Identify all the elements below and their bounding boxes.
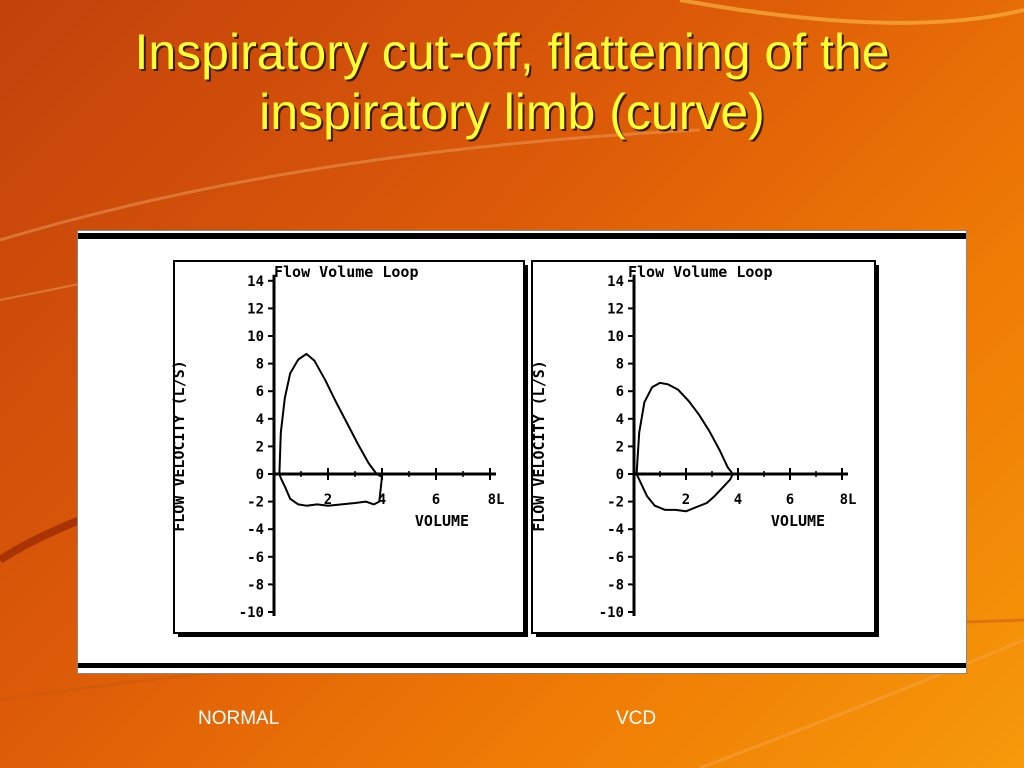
y-tick-label: 8 xyxy=(616,357,624,373)
flow-volume-loops-image: Flow Volume Loop 14 12 10 8 6 4 2 0 -2 -4 -6 -8 -10 2 4… xyxy=(77,230,967,674)
y-tick-label: -10 xyxy=(599,605,624,621)
y-tick-label: 14 xyxy=(247,274,264,290)
y-tick-label: 0 xyxy=(616,467,624,483)
y-tick-label: 10 xyxy=(607,329,624,345)
x-axis-label: VOLUME xyxy=(415,512,469,530)
y-tick-label: 10 xyxy=(247,329,264,345)
slide-title: Inspiratory cut-off, flattening of the i… xyxy=(134,24,890,140)
x-axis-label: VOLUME xyxy=(771,512,825,530)
y-tick-label: -4 xyxy=(247,522,264,538)
image-top-bar xyxy=(78,233,966,239)
panel-frame xyxy=(531,260,876,634)
x-tick-label: 8L xyxy=(840,492,857,508)
y-tick-label: 4 xyxy=(616,412,624,428)
y-tick-label: -6 xyxy=(247,550,264,566)
y-axis-label: FLOW VELOCITY (L/S) xyxy=(170,360,188,532)
x-tick-label: 8L xyxy=(488,492,505,508)
caption-normal: NORMAL xyxy=(198,708,280,729)
y-tick-label: -2 xyxy=(607,495,624,511)
image-bottom-bar xyxy=(78,663,966,668)
y-tick-label: 2 xyxy=(256,439,264,455)
y-tick-label: 8 xyxy=(256,357,264,373)
flow-volume-loop-line xyxy=(278,352,383,507)
y-tick-label: -2 xyxy=(247,495,264,511)
y-tick-label: 12 xyxy=(247,301,264,317)
y-tick-label: -6 xyxy=(607,550,624,566)
y-tick-label: -8 xyxy=(607,577,624,593)
y-tick-label: 6 xyxy=(256,384,264,400)
x-tick-label: 4 xyxy=(378,492,386,508)
x-tick-label: 4 xyxy=(734,492,742,508)
chart-title: Flow Volume Loop xyxy=(628,263,773,281)
caption-vcd: VCD xyxy=(616,708,657,729)
chart-panel-1: Flow Volume Loop 14 12 10 8 6 4 2 0 -2 -4 -6 -8 -10 2 4… xyxy=(170,260,528,637)
chart-title: Flow Volume Loop xyxy=(274,263,419,281)
y-tick-label: -4 xyxy=(607,522,624,538)
y-axis-label: FLOW VELOCITY (L/S) xyxy=(530,360,548,532)
y-tick-label: 14 xyxy=(607,274,624,290)
y-tick-label: 0 xyxy=(256,467,264,483)
y-tick-label: 4 xyxy=(256,412,264,428)
y-tick-label: 12 xyxy=(607,301,624,317)
y-tick-label: 6 xyxy=(616,384,624,400)
x-tick-label: 6 xyxy=(432,492,440,508)
flow-volume-loop-line xyxy=(635,381,734,513)
x-tick-label: 2 xyxy=(682,492,690,508)
y-tick-label: -10 xyxy=(239,605,264,621)
y-tick-label: -8 xyxy=(247,577,264,593)
panel-frame xyxy=(173,260,525,634)
x-tick-label: 2 xyxy=(324,492,332,508)
y-tick-label: 2 xyxy=(616,439,624,455)
x-tick-label: 6 xyxy=(786,492,794,508)
